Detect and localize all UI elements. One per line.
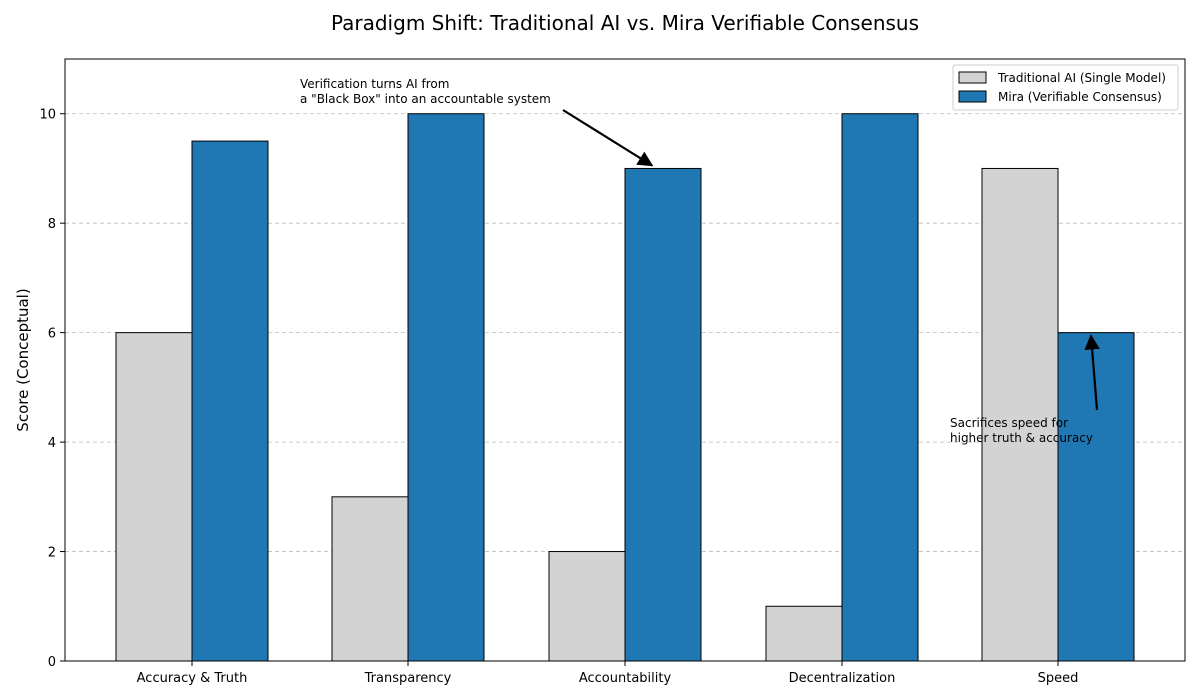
y-tick-label: 4 [48, 436, 56, 451]
bar-mira-4 [1057, 332, 1135, 662]
annotations: Verification turns AI from a "Black Box" … [300, 77, 1100, 445]
bar-traditional-3 [765, 605, 843, 662]
legend-box [952, 64, 1179, 111]
annotation-line: a "Black Box" into an accountable system [300, 92, 551, 106]
x-tick-label: Decentralization [789, 671, 896, 686]
y-axis-ticks: 0 2 4 6 8 10 [39, 108, 65, 670]
bar-mira-3 [841, 113, 919, 662]
annotation-line: Sacrifices speed for [950, 416, 1068, 430]
annotation-line: higher truth & accuracy [950, 431, 1093, 445]
chart-title: Paradigm Shift: Traditional AI vs. Mira … [331, 11, 919, 35]
bar-mira-2 [624, 167, 702, 662]
bar-traditional-0 [115, 332, 193, 662]
y-axis-label: Score (Conceptual) [14, 288, 32, 431]
y-tick-label: 2 [48, 546, 56, 561]
y-tick-label: 8 [48, 217, 56, 232]
x-tick-label: Speed [1038, 671, 1079, 686]
bar-mira-1 [407, 113, 485, 662]
bar-mira-0 [191, 140, 269, 662]
legend-label-0: Traditional AI (Single Model) [997, 71, 1166, 85]
legend: Traditional AI (Single Model) Mira (Verif… [952, 64, 1179, 111]
annotation-verification: Verification turns AI from a "Black Box" … [300, 77, 551, 106]
legend-swatch-1 [958, 90, 987, 103]
y-tick-label: 0 [48, 655, 56, 670]
bar-traditional-4 [981, 167, 1059, 662]
x-axis-ticks: Accuracy & Truth Transparency Accountabili… [137, 661, 1079, 686]
annotation-speed: Sacrifices speed for higher truth & accur… [950, 416, 1093, 445]
y-tick-label: 6 [48, 327, 56, 342]
annotation-line: Verification turns AI from [300, 77, 449, 91]
bar-traditional-2 [548, 551, 626, 662]
bars-group [115, 113, 1135, 662]
y-tick-label: 10 [39, 108, 56, 123]
bar-traditional-1 [331, 496, 409, 662]
x-tick-label: Transparency [364, 671, 452, 686]
annotation-arrow-speed [1084, 334, 1100, 411]
legend-swatch-0 [958, 71, 987, 84]
annotation-arrow-verification [562, 109, 654, 167]
legend-label-1: Mira (Verifiable Consensus) [998, 90, 1162, 104]
x-tick-label: Accuracy & Truth [137, 671, 248, 686]
x-tick-label: Accountability [579, 671, 672, 686]
